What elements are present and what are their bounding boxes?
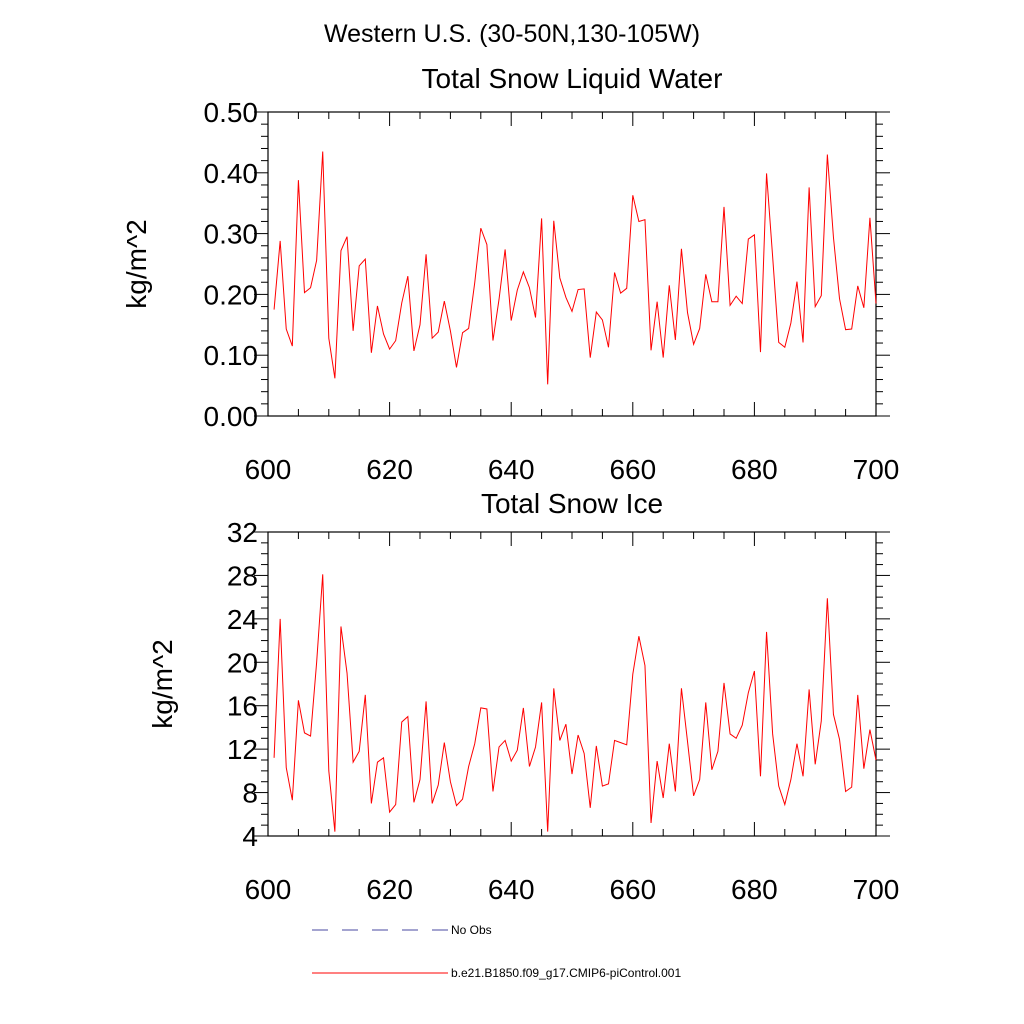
- marks-group: 0.00 0.10 0.20 0.30 0.40 0.50 600 620 640 660 680 7…: [204, 97, 900, 485]
- panel-total-snow-liquid-water: Total Snow Liquid Water kg/m^2 0.000.100…: [121, 63, 899, 485]
- x-tick-label: 600: [245, 454, 292, 485]
- y-axis-label: kg/m^2: [121, 219, 152, 308]
- y-tick-label: 0.50: [204, 97, 259, 128]
- legend: No Obs b.e21.B1850.f09_g17.CMIP6-piContr…: [312, 923, 681, 980]
- x-tick-label: 700: [853, 454, 900, 485]
- panel-total-snow-ice: Total Snow Ice kg/m^2 4 8 12 16 20 24 28 32 600 6…: [147, 488, 899, 905]
- plot-frame: [267, 531, 877, 837]
- chart-title: Total Snow Liquid Water: [422, 63, 723, 94]
- y-tick-label: 32: [227, 517, 258, 548]
- marks-group: 4 8 12 16 20 24 28 32 600 620 640 660 680 700: [227, 517, 900, 905]
- x-tick-label: 640: [488, 454, 535, 485]
- x-tick-label: 640: [488, 874, 535, 905]
- x-tick-label: 600: [245, 874, 292, 905]
- y-tick-label: 0.20: [204, 279, 259, 310]
- legend-model-label: b.e21.B1850.f09_g17.CMIP6-piControl.001: [451, 966, 681, 980]
- y-tick-label: 20: [227, 647, 258, 678]
- y-tick-label: 0.10: [204, 340, 259, 371]
- x-tick-label: 620: [366, 874, 413, 905]
- y-tick-label: 24: [227, 604, 258, 635]
- y-tick-label: 16: [227, 691, 258, 722]
- y-axis-label: kg/m^2: [147, 639, 178, 728]
- series-line: [273, 151, 877, 385]
- y-tick-label: 12: [227, 734, 258, 765]
- x-tick-label: 660: [609, 454, 656, 485]
- x-tick-label: 700: [853, 874, 900, 905]
- figure-suptitle: Western U.S. (30-50N,130-105W): [324, 20, 700, 48]
- y-tick-label: 28: [227, 560, 258, 591]
- y-tick-label: 0.40: [204, 158, 259, 189]
- x-tick-label: 680: [731, 874, 778, 905]
- plot-frame: [267, 111, 877, 417]
- x-tick-label: 660: [609, 874, 656, 905]
- legend-obs-label: No Obs: [451, 923, 492, 937]
- series-line: [273, 574, 877, 832]
- x-tick-label: 620: [366, 454, 413, 485]
- y-tick-label: 0.30: [204, 219, 259, 250]
- x-tick-label: 680: [731, 454, 778, 485]
- y-tick-label: 8: [242, 778, 258, 809]
- y-tick-label: 0.00: [204, 401, 259, 432]
- y-tick-label: 4: [242, 821, 258, 852]
- chart-title: Total Snow Ice: [481, 488, 663, 519]
